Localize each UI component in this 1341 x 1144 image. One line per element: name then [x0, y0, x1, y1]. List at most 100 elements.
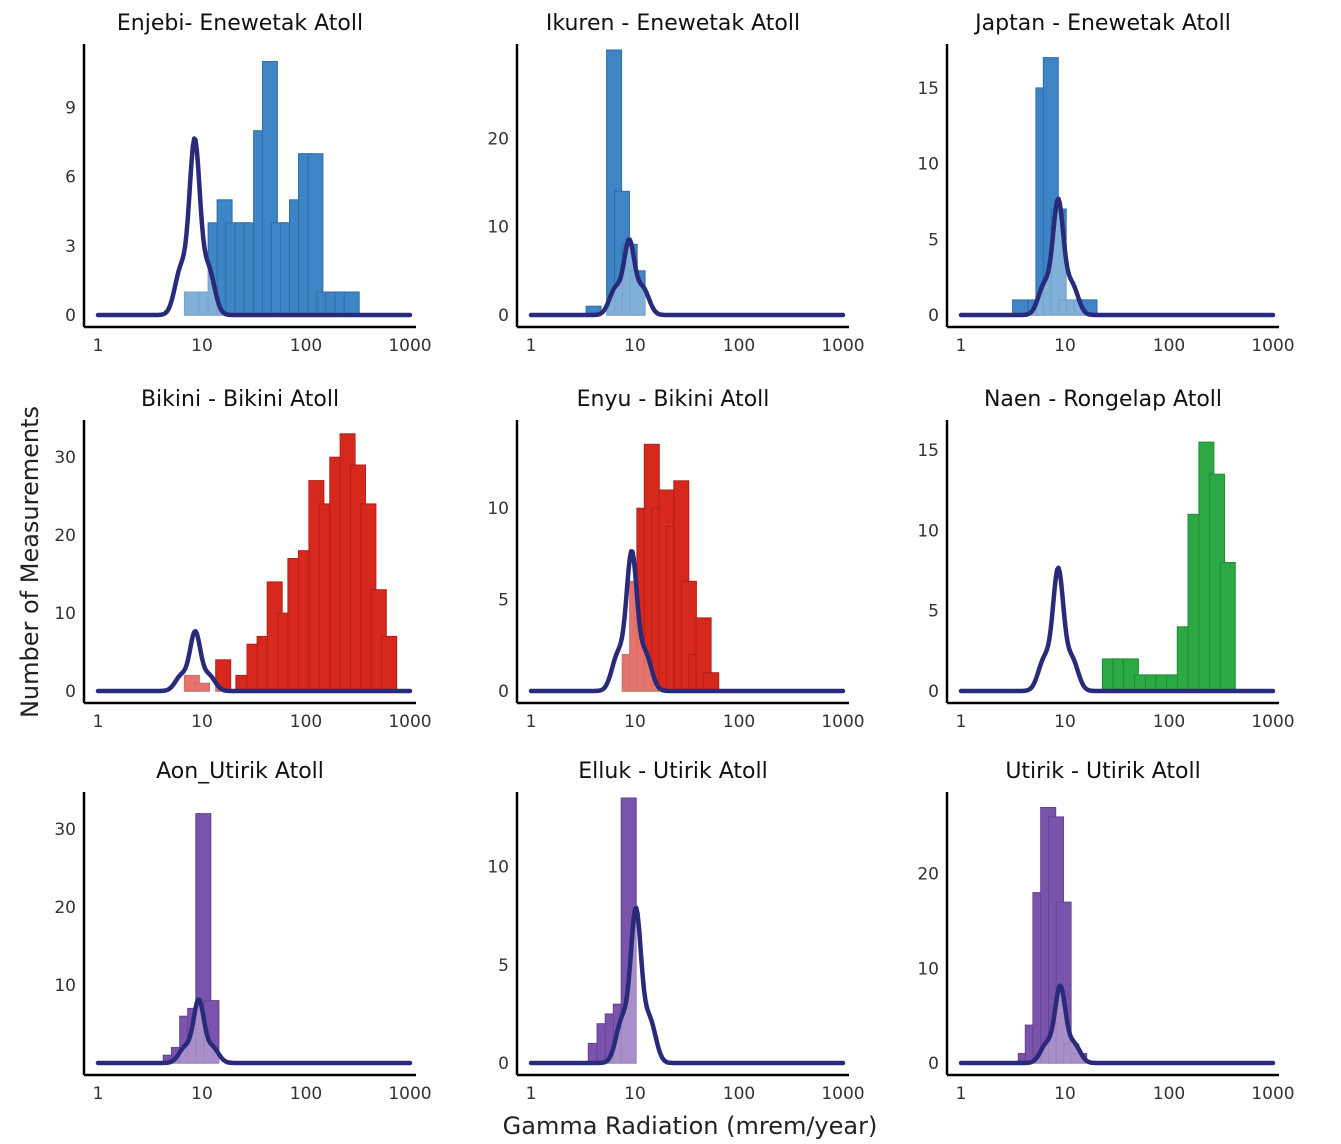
- y-tick-label: 0: [928, 682, 939, 702]
- histogram-bar: [194, 682, 210, 692]
- chart-panel: Aon_Utirik Atoll 1 10 100 1000 10 20 30: [40, 748, 440, 1104]
- x-tick-label: 100: [723, 712, 755, 732]
- x-tick-label: 100: [1153, 1084, 1185, 1104]
- y-tick-label: 5: [928, 602, 939, 622]
- y-tick-label: 0: [928, 306, 939, 326]
- x-tick-label: 1: [93, 1084, 104, 1104]
- panel-title: Naen - Rongelap Atoll: [984, 387, 1222, 412]
- x-tick-label: 1000: [1251, 712, 1294, 732]
- y-tick-label: 20: [54, 526, 76, 546]
- x-tick-label: 1000: [821, 1084, 864, 1104]
- x-tick-label: 1: [93, 712, 104, 732]
- y-tick-label: 0: [498, 682, 509, 702]
- y-tick-label: 15: [917, 79, 939, 99]
- x-tick-label: 1000: [388, 336, 431, 356]
- x-tick-label: 100: [723, 1084, 755, 1104]
- x-tick-label: 1000: [388, 712, 431, 732]
- y-tick-label: 0: [928, 1054, 939, 1074]
- y-tick-label: 6: [65, 168, 76, 188]
- chart-panel: Utirik - Utirik Atoll 1 10 100 1000 0 10 20: [903, 748, 1303, 1104]
- panel-title: Aon_Utirik Atoll: [156, 759, 324, 784]
- panel-title: Utirik - Utirik Atoll: [1005, 759, 1200, 784]
- reference-curve: [528, 549, 846, 694]
- x-tick-label: 100: [290, 336, 322, 356]
- y-tick-label: 0: [65, 682, 76, 702]
- y-tick-label: 10: [487, 499, 509, 519]
- x-tick-label: 1: [956, 336, 967, 356]
- x-tick-label: 1: [93, 336, 104, 356]
- x-tick-label: 100: [1153, 712, 1185, 732]
- chart-panel: Enyu - Bikini Atoll 1 10 100 1000 0 5 10: [473, 376, 873, 732]
- x-tick-label: 10: [624, 336, 646, 356]
- y-tick-label: 5: [498, 591, 509, 611]
- y-tick-label: 3: [65, 237, 76, 257]
- x-tick-label: 1000: [388, 1084, 431, 1104]
- histogram-bar: [381, 635, 398, 692]
- histogram-chart: Naen - Rongelap Atoll 1 10 100 1000 0 5 10 15: [917, 387, 1294, 732]
- chart-panel: Japtan - Enewetak Atoll 1 10 100 1000 0 5 10 15: [903, 0, 1303, 356]
- x-tick-label: 100: [723, 336, 755, 356]
- panel-title: Elluk - Utirik Atoll: [578, 759, 767, 784]
- x-tick-label: 10: [624, 712, 646, 732]
- y-tick-label: 15: [917, 441, 939, 461]
- x-tick-label: 10: [191, 1084, 213, 1104]
- reference-curve-fill: [531, 907, 843, 1063]
- chart-panel: Naen - Rongelap Atoll 1 10 100 1000 0 5 10 15: [903, 376, 1303, 732]
- y-tick-label: 0: [498, 1054, 509, 1074]
- chart-panel: Ikuren - Enewetak Atoll 1 10 100 1000 0 10 20: [473, 0, 873, 356]
- histogram-chart: Enyu - Bikini Atoll 1 10 100 1000 0 5 10: [487, 387, 864, 732]
- histogram-chart: Japtan - Enewetak Atoll 1 10 100 1000 0 5 10 15: [917, 11, 1294, 356]
- histogram-chart: Enjebi- Enewetak Atoll 1 10 100 1000 0 3 6 9: [65, 11, 431, 356]
- x-tick-label: 1: [956, 1084, 967, 1104]
- x-axis-label: Gamma Radiation (mrem/year): [502, 1112, 878, 1140]
- x-tick-label: 100: [1153, 336, 1185, 356]
- x-tick-label: 1: [526, 1084, 537, 1104]
- reference-curve: [958, 565, 1276, 694]
- panel-title: Enjebi- Enewetak Atoll: [117, 11, 363, 36]
- histogram-chart: Utirik - Utirik Atoll 1 10 100 1000 0 10 20: [917, 759, 1294, 1104]
- panel-title: Ikuren - Enewetak Atoll: [546, 11, 800, 36]
- x-tick-label: 100: [290, 712, 322, 732]
- reference-curve: [528, 905, 846, 1066]
- reference-curve-fill: [98, 999, 410, 1063]
- y-tick-label: 30: [54, 820, 76, 840]
- y-tick-label: 20: [54, 898, 76, 918]
- chart-panel: Enjebi- Enewetak Atoll 1 10 100 1000 0 3 6 9: [40, 0, 440, 356]
- y-tick-label: 5: [498, 956, 509, 976]
- y-tick-label: 10: [917, 521, 939, 541]
- reference-curve: [958, 983, 1276, 1066]
- reference-curve: [95, 997, 413, 1066]
- panel-title: Bikini - Bikini Atoll: [141, 387, 339, 412]
- y-tick-label: 10: [487, 858, 509, 878]
- x-tick-label: 10: [191, 336, 213, 356]
- x-tick-label: 1000: [1251, 336, 1294, 356]
- reference-curve: [95, 628, 413, 694]
- x-tick-label: 100: [290, 1084, 322, 1104]
- x-tick-label: 10: [191, 712, 213, 732]
- histogram-bar: [307, 153, 324, 316]
- x-tick-label: 10: [1054, 712, 1076, 732]
- reference-curve: [528, 237, 846, 318]
- reference-curve-fill: [961, 985, 1273, 1063]
- x-tick-label: 10: [624, 1084, 646, 1104]
- panel-title: Japtan - Enewetak Atoll: [973, 11, 1231, 36]
- panel-title: Enyu - Bikini Atoll: [577, 387, 770, 412]
- y-tick-label: 10: [487, 218, 509, 238]
- histogram-bar: [343, 291, 360, 316]
- reference-curve: [958, 196, 1276, 318]
- y-tick-label: 20: [917, 865, 939, 885]
- x-tick-label: 1000: [821, 336, 864, 356]
- y-tick-label: 30: [54, 448, 76, 468]
- reference-curve-fill: [961, 198, 1273, 315]
- reference-curve: [95, 136, 413, 318]
- x-tick-label: 1000: [1251, 1084, 1294, 1104]
- y-tick-label: 0: [65, 306, 76, 326]
- histogram-bar: [703, 672, 720, 692]
- y-tick-label: 9: [65, 99, 76, 119]
- y-tick-label: 5: [928, 230, 939, 250]
- chart-panel: Bikini - Bikini Atoll 1 10 100 1000 0 10 20 30: [40, 376, 440, 732]
- histogram-chart: Bikini - Bikini Atoll 1 10 100 1000 0 10 20 30: [54, 387, 431, 732]
- y-tick-label: 20: [487, 129, 509, 149]
- y-tick-label: 10: [917, 155, 939, 175]
- reference-curve-fill: [531, 239, 843, 315]
